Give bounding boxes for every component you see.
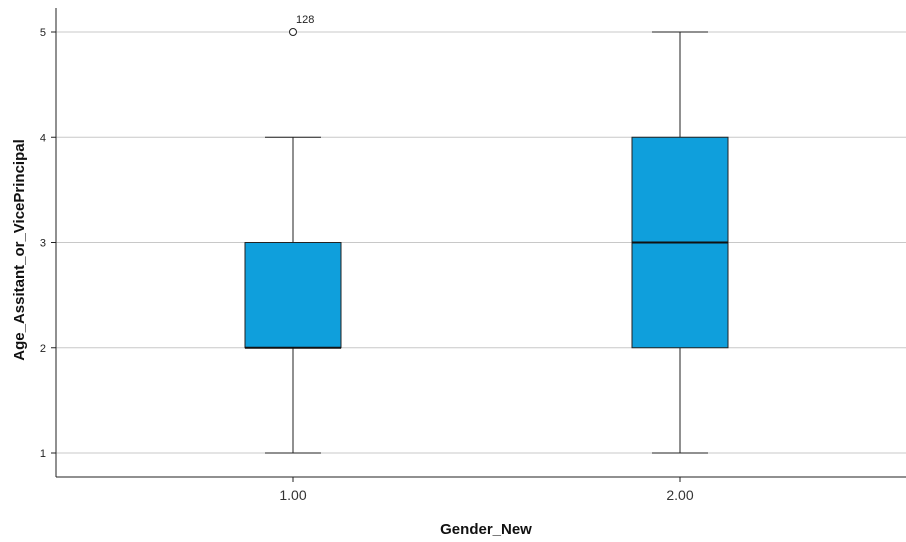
y-tick-label: 1: [40, 448, 46, 460]
y-tick-label: 4: [40, 132, 46, 144]
gridlines: [56, 31, 906, 454]
y-axis-title: Age_Assitant_or_VicePrincipal: [11, 139, 28, 360]
box-group-2: [631, 31, 729, 454]
iqr-box: [244, 242, 342, 349]
outlier-label: 128: [296, 14, 314, 26]
y-tick-label: 5: [40, 27, 46, 39]
y-tick-label: 2: [40, 343, 46, 355]
x-tick-label: 1.00: [279, 487, 306, 503]
boxes: 128: [244, 14, 729, 454]
box-group-1: 128: [244, 14, 342, 454]
x-axis-title: Gender_New: [440, 521, 532, 538]
x-axis-ticks: 1.00 2.00: [279, 477, 694, 503]
outlier-point: [289, 28, 297, 36]
y-axis-ticks: 1 2 3 4 5: [40, 27, 56, 460]
x-tick-label: 2.00: [666, 487, 693, 503]
y-tick-label: 3: [40, 238, 46, 250]
